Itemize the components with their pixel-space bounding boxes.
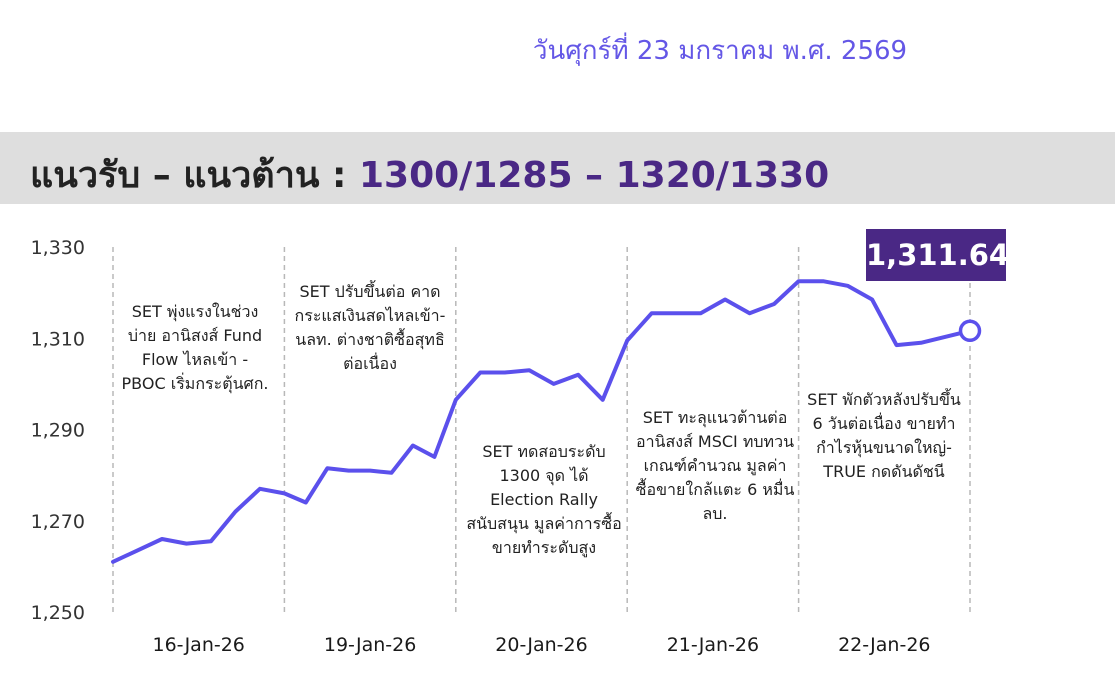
- x-tick-label: 22-Jan-26: [838, 634, 930, 656]
- banner-label: แนวรับ – แนวต้าน :: [30, 155, 359, 196]
- support-resistance-banner: แนวรับ – แนวต้าน : 1300/1285 – 1320/1330: [0, 132, 1115, 204]
- last-price-label: 1,311.64: [866, 229, 1009, 281]
- x-tick-label: 20-Jan-26: [495, 634, 587, 656]
- banner-text: แนวรับ – แนวต้าน : 1300/1285 – 1320/1330: [30, 146, 829, 203]
- y-tick-label: 1,290: [31, 420, 85, 442]
- y-tick-label: 1,330: [31, 237, 85, 259]
- report-date: วันศุกร์ที่ 23 มกราคม พ.ศ. 2569: [532, 36, 908, 66]
- support-resistance-levels: 1300/1285 – 1320/1330: [358, 155, 830, 196]
- set-index-line: [111, 279, 972, 564]
- annotation-day-2: SET ปรับขึ้นต่อ คาดกระแสเงินสดไหลเข้า-นล…: [294, 282, 446, 373]
- annotation-day-5: SET พักตัวหลังปรับขึ้น 6 วันต่อเนื่อง ขา…: [807, 390, 961, 481]
- last-point-marker: [958, 319, 982, 343]
- annotation-day-3: SET ทดสอบระดับ 1300 จุด ได้ Election Ral…: [466, 442, 622, 557]
- annotation-day-4: SET ทะลุแนวต้านต่ออานิสงส์ MSCI ทบทวนเกณ…: [635, 408, 795, 523]
- y-tick-label: 1,270: [31, 511, 85, 533]
- annotation-day-1: SET พุ่งแรงในช่วงบ่าย อานิสงส์ Fund Flow…: [121, 302, 269, 393]
- x-tick-label: 19-Jan-26: [324, 634, 416, 656]
- y-tick-label: 1,250: [31, 602, 85, 624]
- y-tick-label: 1,310: [31, 328, 85, 350]
- x-tick-label: 16-Jan-26: [152, 634, 244, 656]
- x-tick-label: 21-Jan-26: [667, 634, 759, 656]
